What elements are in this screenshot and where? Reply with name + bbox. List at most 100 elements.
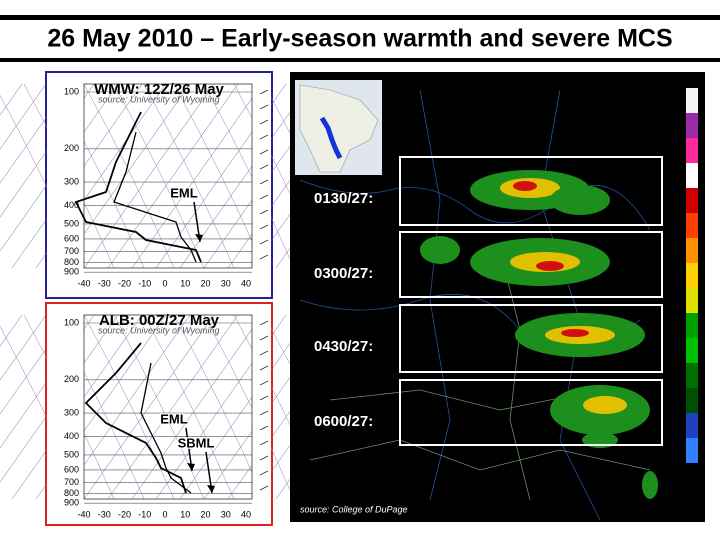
wind-barb: [259, 440, 269, 446]
color-bar-step: [686, 388, 698, 413]
temperature-label: 40: [241, 509, 251, 519]
frame-time: 0300/27:: [314, 265, 373, 282]
frame-box: [399, 231, 663, 298]
radar-source: source: College of DuPage: [300, 504, 408, 514]
dry-adiabat: [113, 83, 205, 269]
wind-barb: [259, 149, 269, 155]
color-bar-step: [686, 88, 698, 113]
wind-barb: [259, 164, 269, 170]
radar-frames: 0130/27: 0300/27: 0430/27: 0600/27:: [314, 156, 663, 446]
pressure-label: 100: [64, 86, 79, 96]
top-rule: [0, 15, 720, 20]
color-bar: [686, 88, 698, 463]
color-bar-step: [686, 138, 698, 163]
frame-box: [399, 304, 663, 373]
annotation: EML: [160, 411, 188, 426]
wind-barb: [259, 320, 269, 326]
dry-adiabat: [143, 83, 235, 269]
pressure-label: 200: [64, 374, 79, 384]
color-bar-step: [686, 238, 698, 263]
dry-adiabat: [83, 83, 175, 269]
isotherm: [0, 83, 23, 116]
arrow-head: [195, 234, 203, 242]
temperature-profile: [74, 111, 202, 263]
temperature-label: 40: [241, 278, 251, 288]
color-bar-step: [686, 213, 698, 238]
color-bar-step: [686, 288, 698, 313]
slide-title: 26 May 2010 – Early-season warmth and se…: [47, 25, 672, 53]
inset-storms: [319, 116, 343, 160]
wind-barb: [259, 350, 269, 356]
temperature-label: 10: [180, 509, 190, 519]
dewpoint-profile: [113, 131, 197, 263]
color-bar-step: [686, 263, 698, 288]
pressure-label: 800: [64, 257, 79, 267]
color-bar-step: [686, 363, 698, 388]
wind-barb: [259, 410, 269, 416]
isotherm: [83, 83, 215, 269]
wind-barb: [259, 119, 269, 125]
sounding-label: ALB: 00Z/27 May: [99, 312, 220, 329]
wind-barb: [259, 254, 269, 260]
wind-barb: [259, 335, 269, 341]
pressure-label: 600: [64, 464, 79, 474]
isotherm: [0, 314, 47, 381]
wind-barb: [259, 380, 269, 386]
pressure-label: 800: [64, 488, 79, 498]
wind-barb: [259, 239, 269, 245]
pressure-label: 100: [64, 317, 79, 327]
isotherm: [0, 314, 23, 347]
temperature-label: 0: [162, 278, 167, 288]
temperature-label: -20: [118, 509, 131, 519]
isotherm: [0, 83, 47, 150]
radar-panel: 0130/27: 0300/27: 0430/27: 0600/27: source:…: [290, 72, 705, 522]
dewpoint-profile: [140, 362, 192, 494]
color-bar-step: [686, 113, 698, 138]
pressure-label: 500: [64, 449, 79, 459]
pressure-label: 700: [64, 246, 79, 256]
color-bar-step: [686, 338, 698, 363]
wind-barb: [259, 134, 269, 140]
radar-echoes: [420, 170, 658, 499]
plot-frame: [83, 314, 253, 500]
temperature-label: 30: [221, 278, 231, 288]
temperature-label: -30: [98, 278, 111, 288]
isotherm: [107, 83, 239, 269]
color-bar-step: [686, 163, 698, 188]
temperature-profile: [84, 342, 187, 494]
isotherm: [131, 314, 263, 500]
grid-mask-left: [47, 315, 84, 499]
frame-time: 0430/27:: [314, 338, 373, 355]
temperature-label: -40: [77, 509, 90, 519]
temperature-label: 20: [200, 278, 210, 288]
color-bar-step: [686, 188, 698, 213]
isotherm: [83, 314, 215, 500]
wind-barb: [259, 470, 269, 476]
wind-barb: [259, 179, 269, 185]
pressure-label: 600: [64, 233, 79, 243]
temperature-label: 0: [162, 509, 167, 519]
sounding-source: source: University of Wyoming: [98, 94, 220, 104]
wind-barb: [259, 365, 269, 371]
frame-box: [399, 156, 663, 226]
dry-adiabat: [203, 83, 295, 269]
color-bar-step: [686, 438, 698, 463]
temperature-label: -20: [118, 278, 131, 288]
wind-barb: [259, 485, 269, 491]
color-bar-step: [686, 313, 698, 338]
pressure-label: 500: [64, 218, 79, 228]
pressure-label: 700: [64, 477, 79, 487]
pressure-label: 300: [64, 407, 79, 417]
grid-mask-right: [252, 84, 271, 268]
wind-barb: [259, 104, 269, 110]
wind-barb: [259, 455, 269, 461]
pressure-label: 300: [64, 176, 79, 186]
isotherm: [131, 83, 263, 269]
temperature-label: -40: [77, 278, 90, 288]
grid-mask-right: [252, 315, 271, 499]
inset-land: [299, 84, 379, 173]
temperature-label: 20: [200, 509, 210, 519]
wind-barb: [259, 209, 269, 215]
